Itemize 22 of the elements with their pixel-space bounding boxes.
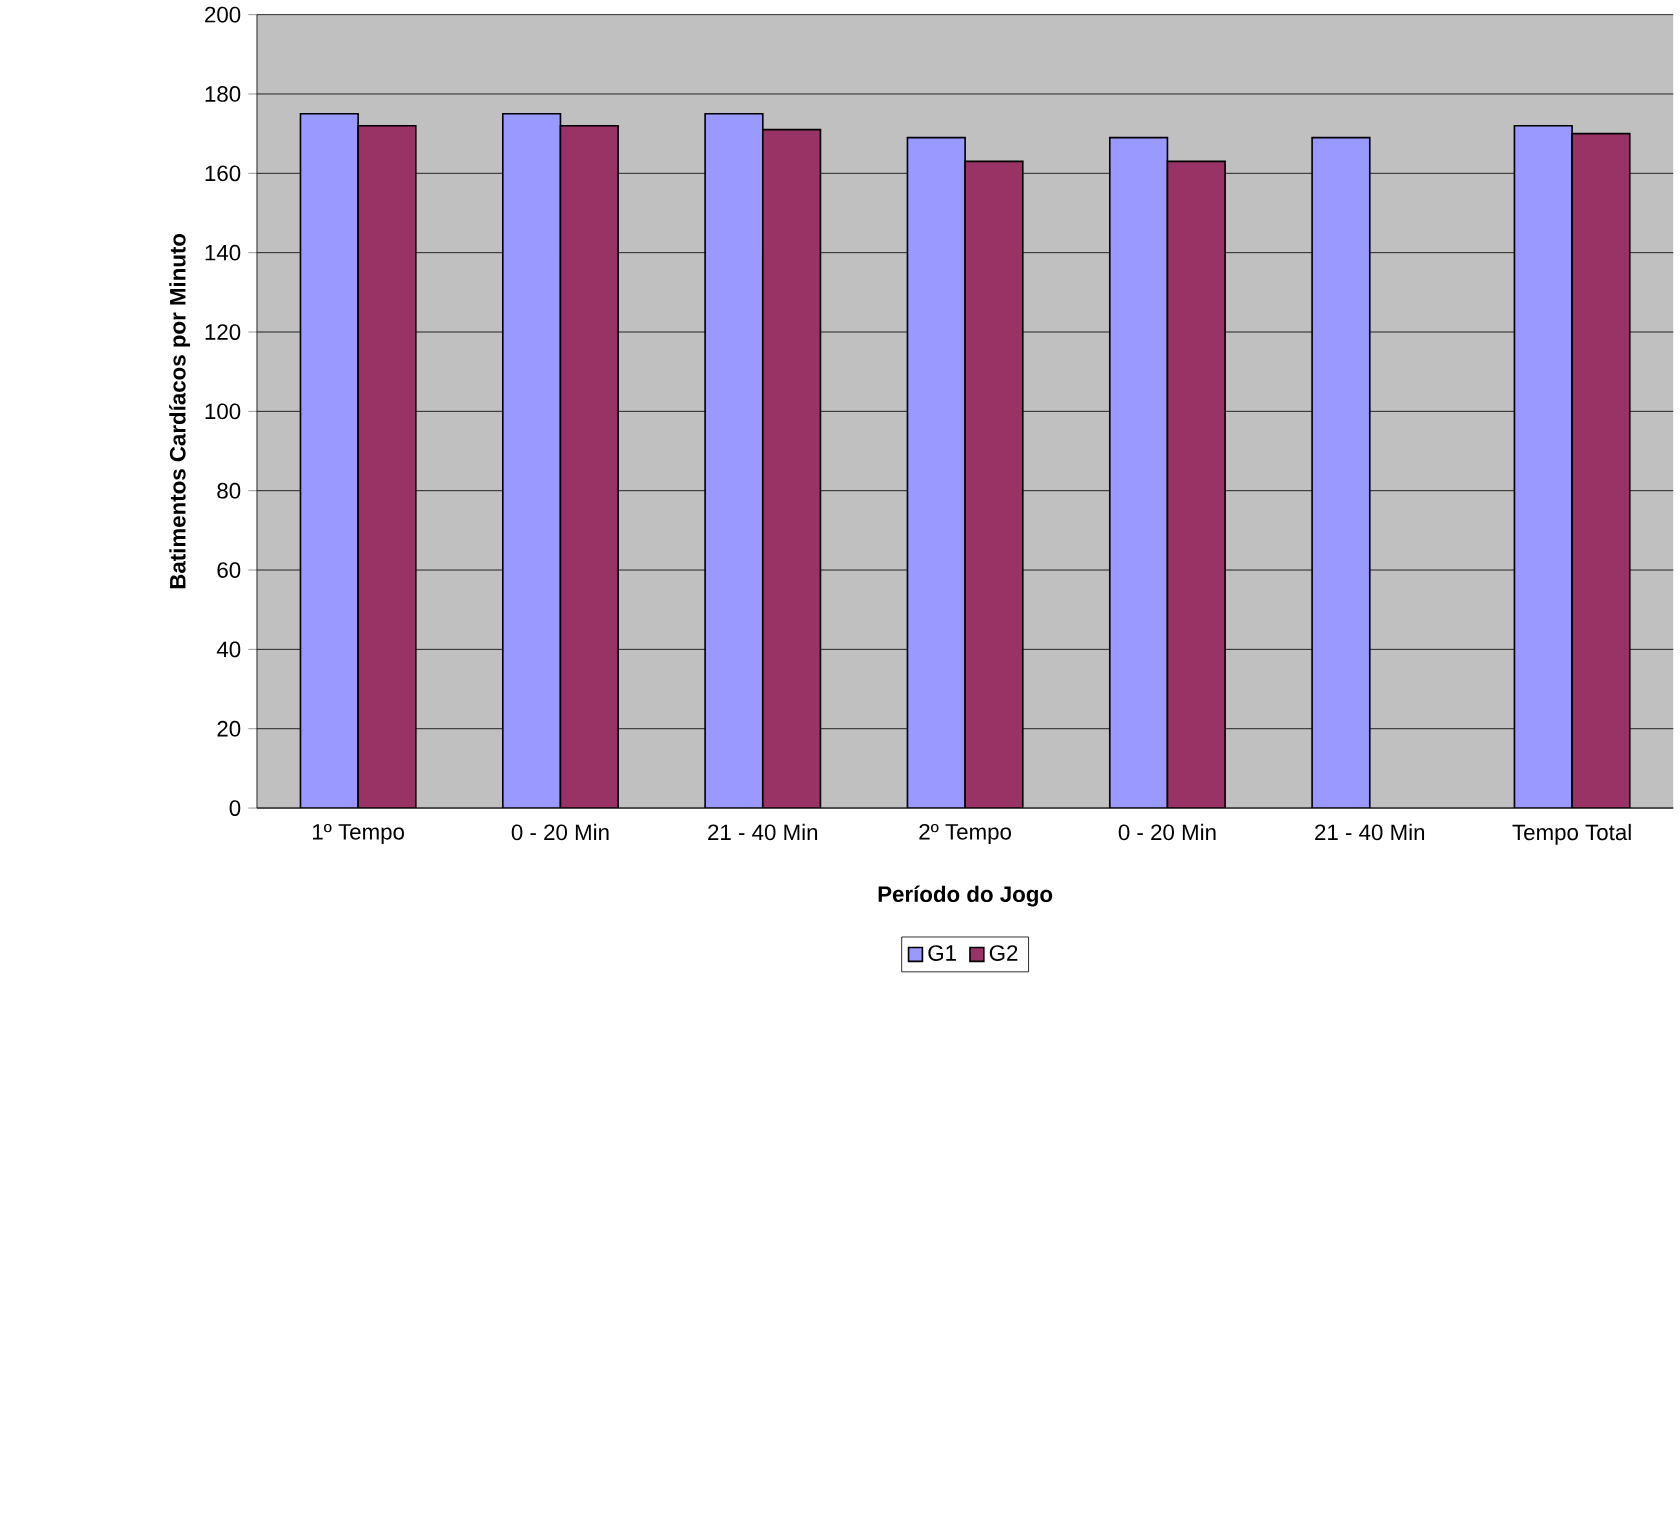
y-tick-label: 60 bbox=[217, 562, 241, 578]
y-tick-label: 80 bbox=[217, 482, 241, 499]
y-tick-label: 120 bbox=[205, 324, 241, 340]
y-tick-label: 200 bbox=[205, 6, 241, 23]
x-tick-label: Tempo Total bbox=[1512, 823, 1631, 845]
y-tick-label: 40 bbox=[216, 641, 241, 658]
y-tick-label: 100 bbox=[205, 403, 241, 420]
y-tick-label: 20 bbox=[217, 720, 241, 737]
x-tick-label: 21 - 40 Min bbox=[1315, 823, 1425, 841]
legend-label: G1 bbox=[928, 945, 956, 961]
x-tick-label: 0 - 20 Min bbox=[511, 823, 609, 841]
y-tick-label: 160 bbox=[205, 165, 241, 182]
x-axis-title: Período do Jogo bbox=[878, 885, 1053, 907]
x-tick-label: 1º Tempo bbox=[312, 823, 404, 845]
y-tick-label: 0 bbox=[229, 800, 241, 816]
x-tick-label: 21 - 40 Min bbox=[708, 823, 818, 841]
y-tick-label: 180 bbox=[205, 86, 241, 102]
x-tick-label: 2º Tempo bbox=[919, 823, 1011, 845]
legend-label: G2 bbox=[989, 945, 1018, 961]
x-tick-label: 0 - 20 Min bbox=[1118, 823, 1216, 841]
y-axis-title: Batimentos Cardíacos por Minuto bbox=[169, 233, 191, 589]
y-tick-label: 140 bbox=[205, 244, 241, 261]
